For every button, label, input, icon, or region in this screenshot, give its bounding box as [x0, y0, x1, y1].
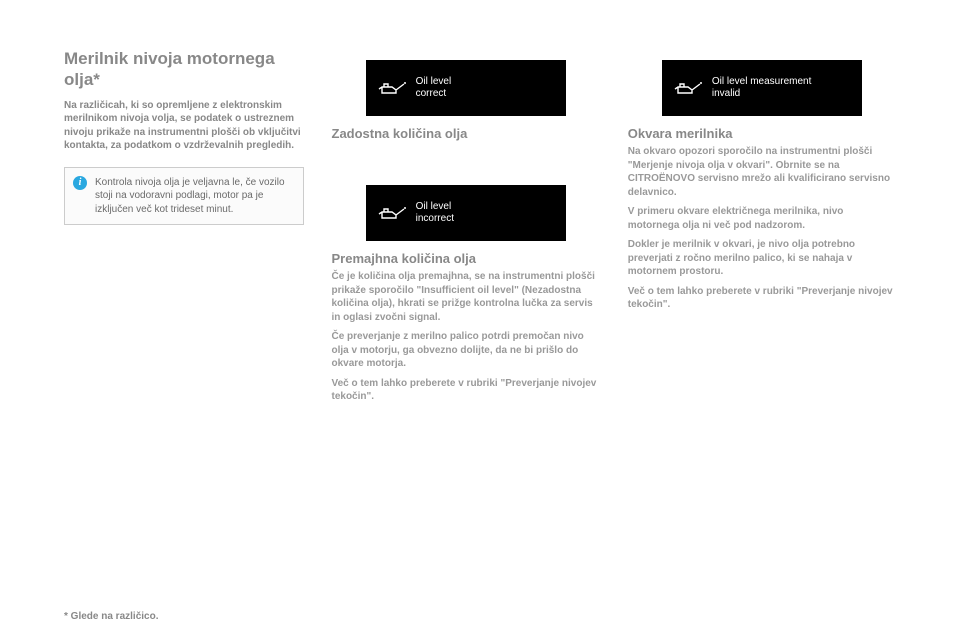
screen-oil-invalid: Oil level measurement invalid [662, 60, 862, 116]
screen1-line2: correct [416, 88, 447, 99]
heading-insufficient: Premajhna količina olja [332, 251, 600, 266]
low-paragraph-3: Več o tem lahko preberete v rubriki "Pre… [332, 377, 600, 404]
screen2-line2: incorrect [416, 213, 454, 224]
columns: Merilnik nivoja motornega olja* Na razli… [64, 48, 896, 410]
title-line2: olja* [64, 70, 100, 89]
oilcan-icon [672, 79, 706, 97]
fault-paragraph-3: Dokler je merilnik v okvari, je nivo olj… [628, 238, 896, 279]
screen-oil-correct-text: Oil level correct [410, 76, 556, 100]
screen3-line2: invalid [712, 88, 740, 99]
fault-paragraph-1: Na okvaro opozori sporočilo na instrumen… [628, 145, 896, 199]
page-title: Merilnik nivoja motornega olja* [64, 48, 304, 91]
col-fault: Oil level measurement invalid Okvara mer… [628, 48, 896, 410]
footnote: * Glede na različico. [64, 611, 158, 622]
oilcan-icon [376, 204, 410, 222]
low-paragraph-1: Če je količina olja premajhna, se na ins… [332, 270, 600, 324]
screen-oil-correct: Oil level correct [366, 60, 566, 116]
manual-page: Merilnik nivoja motornega olja* Na razli… [0, 0, 960, 640]
screen-oil-incorrect: Oil level incorrect [366, 185, 566, 241]
screen3-line1: Oil level measurement [712, 76, 811, 87]
col-intro: Merilnik nivoja motornega olja* Na razli… [64, 48, 304, 410]
heading-fault: Okvara merilnika [628, 126, 896, 141]
info-note: i Kontrola nivoja olja je veljavna le, č… [64, 167, 304, 226]
screen-oil-incorrect-text: Oil level incorrect [410, 201, 556, 225]
spacer [332, 145, 600, 173]
info-note-text: Kontrola nivoja olja je veljavna le, če … [95, 177, 285, 215]
screen2-line1: Oil level [416, 201, 452, 212]
screen1-line1: Oil level [416, 76, 452, 87]
fault-paragraph-4: Več o tem lahko preberete v rubriki "Pre… [628, 285, 896, 312]
screen-oil-invalid-text: Oil level measurement invalid [706, 76, 852, 100]
oilcan-icon [376, 79, 410, 97]
low-paragraph-2: Če preverjanje z merilno palico potrdi p… [332, 330, 600, 371]
info-icon: i [73, 176, 87, 190]
col-levels: Oil level correct Zadostna količina olja… [332, 48, 600, 410]
heading-sufficient: Zadostna količina olja [332, 126, 600, 141]
fault-paragraph-2: V primeru okvare električnega merilnika,… [628, 205, 896, 232]
lead-paragraph: Na različicah, ki so opremljene z elektr… [64, 99, 304, 153]
title-line1: Merilnik nivoja motornega [64, 49, 275, 68]
